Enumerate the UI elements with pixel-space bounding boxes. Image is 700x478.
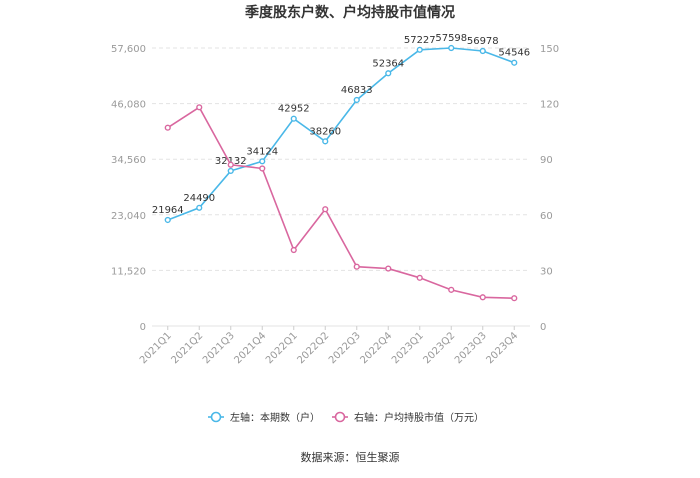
x-tick-label: 2021Q3 <box>201 330 237 366</box>
data-point <box>164 124 171 131</box>
data-label: 54546 <box>498 48 530 59</box>
data-label: 52364 <box>372 58 404 69</box>
data-point <box>227 161 234 168</box>
data-point <box>448 286 455 293</box>
right-tick-label: 0 <box>540 322 546 333</box>
legend-marker <box>334 411 346 423</box>
x-tick-label: 2022Q2 <box>296 330 332 366</box>
legend[interactable]: 左轴：本期数（户） 右轴：户均持股市值（万元） <box>208 411 484 424</box>
data-point <box>448 44 455 52</box>
data-point <box>322 138 329 145</box>
data-point <box>259 165 266 172</box>
left-axis-ticks: 0 11,520 23,040 34,560 46,080 57,600 <box>111 44 146 333</box>
chart-title: 季度股东户数、户均持股市值情况 <box>244 4 455 21</box>
data-point <box>416 46 423 53</box>
data-label: 42952 <box>278 104 310 115</box>
data-label: 57227 <box>404 35 436 46</box>
data-label: 57598 <box>435 33 467 44</box>
x-tick-label: 2021Q2 <box>170 330 206 366</box>
data-point <box>322 206 329 213</box>
right-tick-label: 60 <box>540 211 553 222</box>
data-point <box>479 47 486 55</box>
data-point <box>416 274 423 281</box>
left-tick-label: 46,080 <box>111 100 146 111</box>
data-label: 46833 <box>341 85 373 96</box>
x-tick-label: 2022Q3 <box>327 330 363 366</box>
data-label: 32132 <box>215 156 247 167</box>
data-label: 21964 <box>152 205 184 216</box>
legend-marker <box>210 411 222 423</box>
data-label: 56978 <box>467 36 499 47</box>
left-tick-label: 0 <box>140 322 146 333</box>
data-label: 34124 <box>246 146 278 157</box>
legend-item-2[interactable]: 右轴：户均持股市值（万元） <box>332 411 484 424</box>
right-tick-label: 30 <box>540 266 553 277</box>
x-tick-label: 2021Q4 <box>233 330 269 366</box>
data-label: 24490 <box>183 193 215 204</box>
data-point <box>385 265 392 272</box>
series-2 <box>164 104 518 302</box>
data-point <box>227 167 234 175</box>
data-label: 38260 <box>309 126 341 137</box>
data-point <box>196 204 203 211</box>
legend-label: 右轴：户均持股市值（万元） <box>354 411 484 424</box>
left-tick-label: 34,560 <box>111 155 146 166</box>
right-tick-label: 120 <box>540 100 559 111</box>
x-axis-ticks: 2021Q12021Q22021Q32021Q42022Q12022Q22022… <box>138 326 520 366</box>
data-point <box>290 246 297 254</box>
data-point <box>511 59 518 66</box>
series-line <box>167 106 515 299</box>
x-tick-label: 2023Q4 <box>485 330 521 366</box>
left-tick-label: 11,520 <box>111 266 146 277</box>
data-point <box>511 295 518 302</box>
legend-label: 左轴：本期数（户） <box>230 411 320 424</box>
data-point <box>290 115 297 122</box>
data-point <box>196 104 203 111</box>
data-point <box>259 158 266 165</box>
left-tick-label: 57,600 <box>111 44 146 55</box>
data-point <box>164 216 171 224</box>
data-point <box>385 70 392 77</box>
right-axis-ticks: 0 30 60 90 120 150 <box>540 44 559 333</box>
series-line <box>167 47 515 221</box>
x-tick-label: 2022Q1 <box>264 330 300 366</box>
x-tick-label: 2022Q4 <box>359 330 395 366</box>
grid-lines <box>152 47 530 327</box>
right-tick-label: 90 <box>540 155 553 166</box>
right-tick-label: 150 <box>540 44 559 55</box>
data-point <box>353 96 360 104</box>
data-point <box>353 263 360 270</box>
x-tick-label: 2023Q3 <box>453 330 489 366</box>
legend-item-1[interactable]: 左轴：本期数（户） <box>208 411 320 424</box>
data-point <box>479 294 486 301</box>
x-tick-label: 2023Q1 <box>390 330 426 366</box>
x-tick-label: 2021Q1 <box>138 330 174 366</box>
left-tick-label: 23,040 <box>111 211 146 222</box>
data-source: 数据来源：恒生聚源 <box>301 450 400 464</box>
x-tick-label: 2023Q2 <box>422 330 458 366</box>
